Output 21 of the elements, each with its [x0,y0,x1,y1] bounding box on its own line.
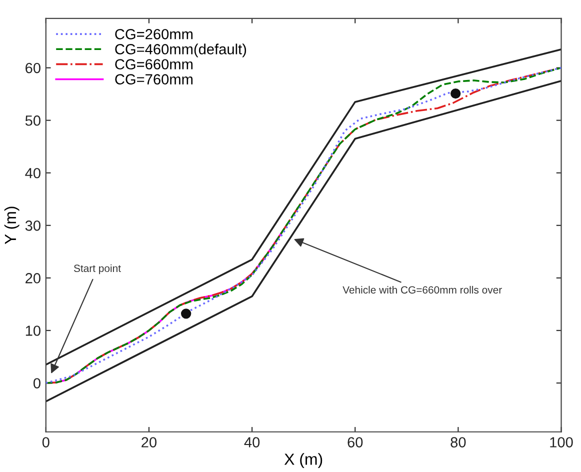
x-tick-label: 80 [450,437,466,448]
y-tick-label: 10 [26,326,40,336]
legend-label: CG=260mm [115,29,192,40]
x-tick-label: 0 [42,437,50,448]
legend-label: CG=760mm [115,74,192,84]
x-tick-label: 20 [142,437,157,448]
x-axis-title: X (m) [284,453,322,468]
y-tick-label: 30 [25,220,40,231]
legend-label: CG=660mm [115,59,192,70]
annotation: Start point [74,264,121,274]
legend-label: CG=460mm(default) [115,44,246,58]
y-tick-label: 50 [25,115,40,126]
y-tick-label: 20 [26,273,40,284]
y-tick-label: 0 [34,378,40,388]
x-tick-label: 100 [550,437,573,448]
x-tick-label: 60 [348,437,363,448]
y-tick-label: 60 [26,62,40,74]
y-axis-title: Y (m) [4,206,20,244]
annotation: Vehicle with CG=660mm rolls over [342,286,502,294]
x-tick-label: 40 [244,437,260,448]
y-tick-label: 40 [25,168,40,178]
